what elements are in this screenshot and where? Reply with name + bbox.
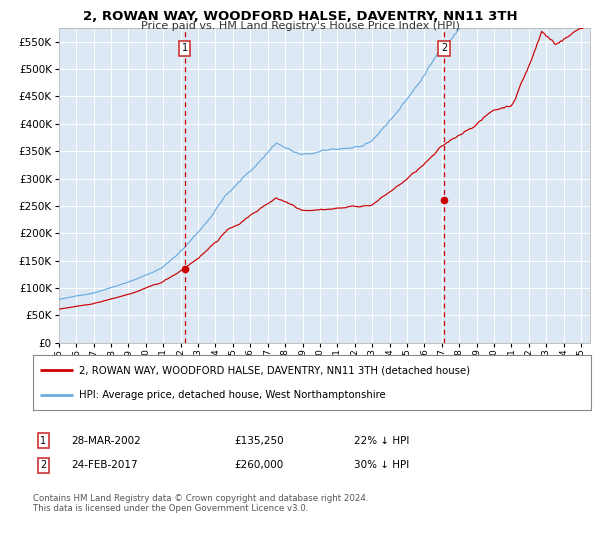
Text: HPI: Average price, detached house, West Northamptonshire: HPI: Average price, detached house, West… (79, 390, 385, 399)
Text: 30% ↓ HPI: 30% ↓ HPI (354, 460, 409, 470)
Text: 22% ↓ HPI: 22% ↓ HPI (354, 436, 409, 446)
Text: 2: 2 (441, 44, 447, 53)
Text: 2: 2 (40, 460, 46, 470)
Text: 2, ROWAN WAY, WOODFORD HALSE, DAVENTRY, NN11 3TH: 2, ROWAN WAY, WOODFORD HALSE, DAVENTRY, … (83, 10, 517, 22)
Text: £260,000: £260,000 (234, 460, 283, 470)
Text: 1: 1 (40, 436, 46, 446)
Text: £135,250: £135,250 (234, 436, 284, 446)
Text: Price paid vs. HM Land Registry's House Price Index (HPI): Price paid vs. HM Land Registry's House … (140, 21, 460, 31)
Text: 1: 1 (182, 44, 188, 53)
Text: 28-MAR-2002: 28-MAR-2002 (71, 436, 140, 446)
Text: 2, ROWAN WAY, WOODFORD HALSE, DAVENTRY, NN11 3TH (detached house): 2, ROWAN WAY, WOODFORD HALSE, DAVENTRY, … (79, 366, 470, 375)
Text: 24-FEB-2017: 24-FEB-2017 (71, 460, 137, 470)
Text: Contains HM Land Registry data © Crown copyright and database right 2024.
This d: Contains HM Land Registry data © Crown c… (33, 494, 368, 514)
